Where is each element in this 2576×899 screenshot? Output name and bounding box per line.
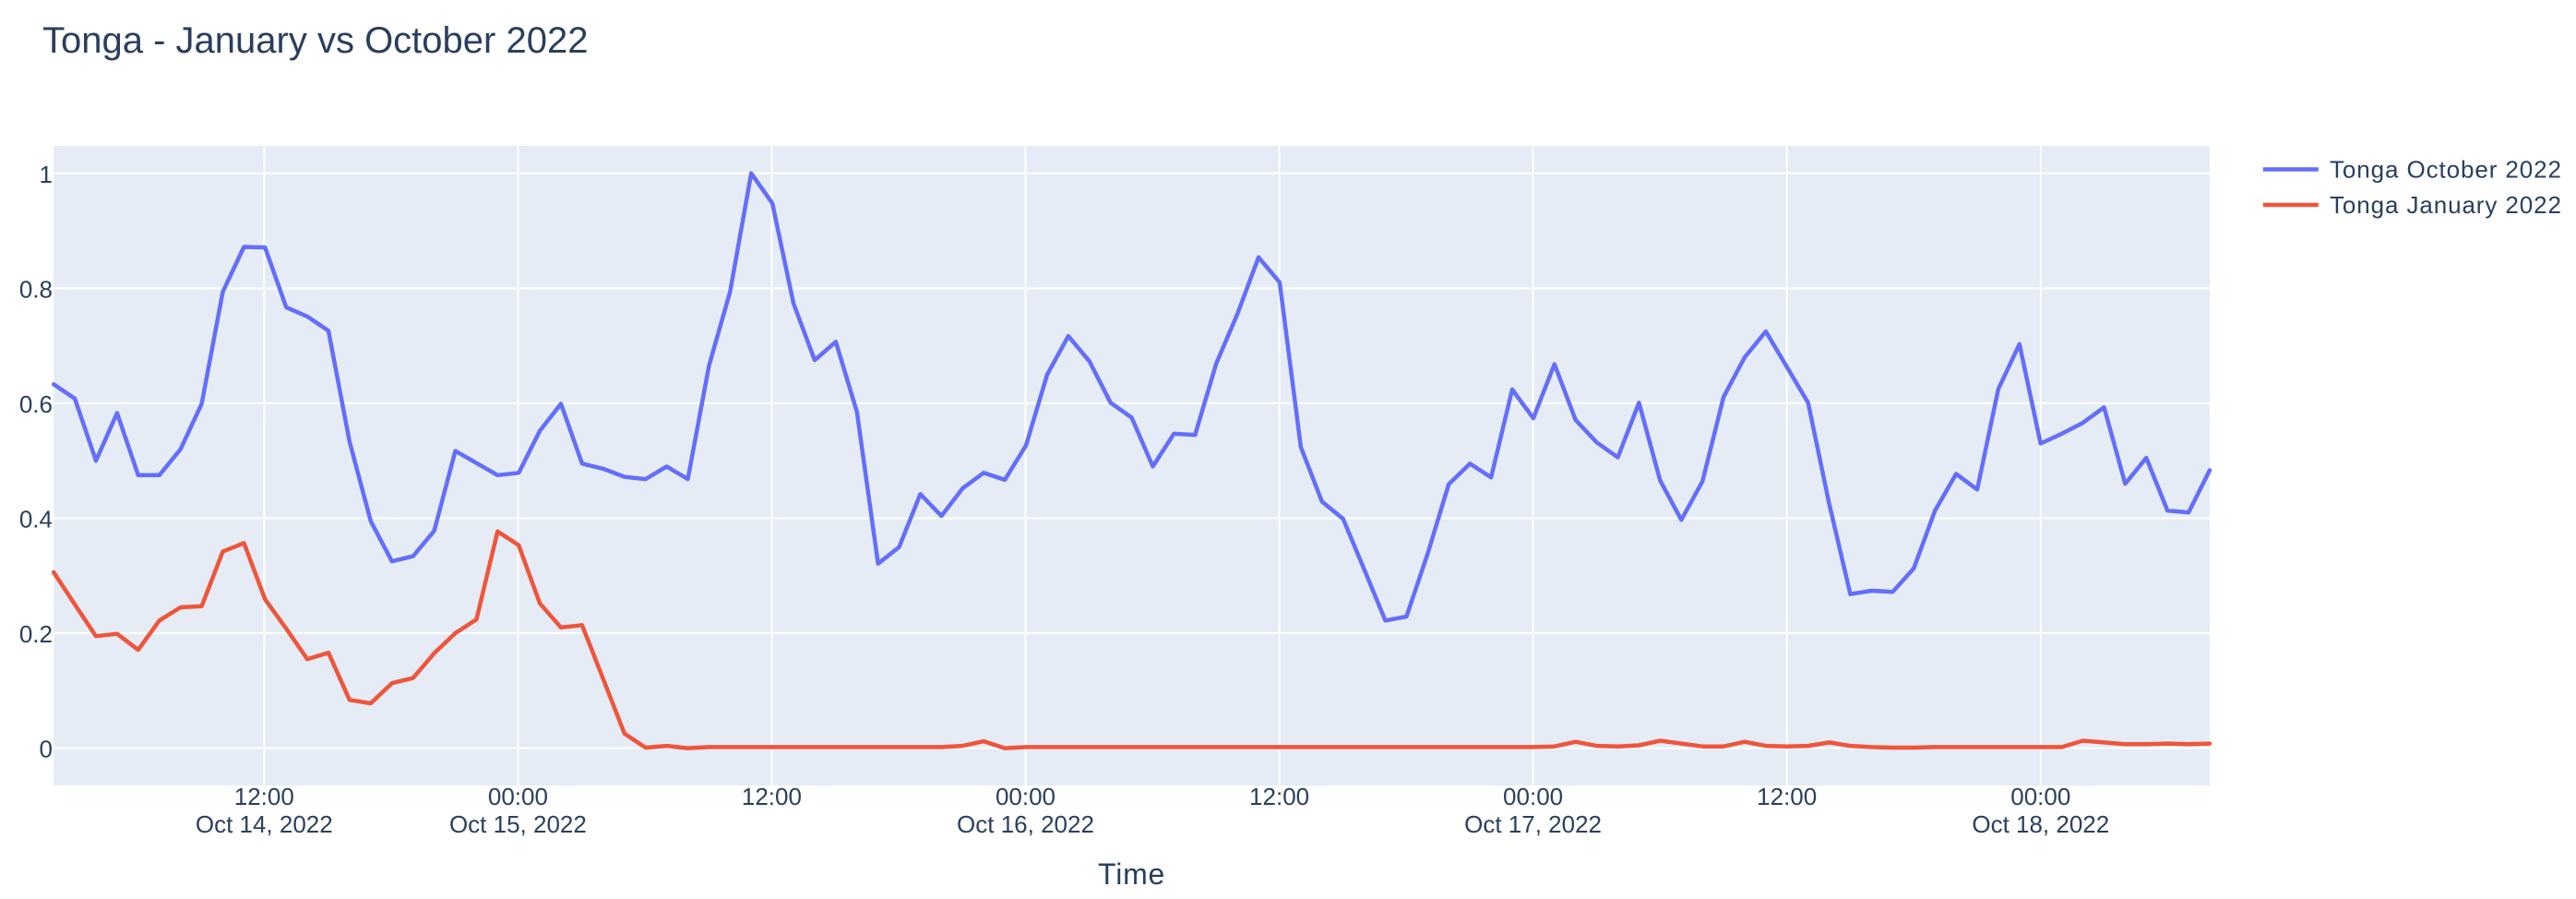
svg-text:0.2: 0.2 (19, 620, 53, 648)
svg-text:Time: Time (1098, 857, 1165, 891)
svg-text:Oct 17, 2022: Oct 17, 2022 (1464, 810, 1602, 838)
svg-text:12:00: 12:00 (1249, 783, 1309, 810)
svg-text:0.6: 0.6 (19, 390, 53, 418)
svg-text:Oct 18, 2022: Oct 18, 2022 (1972, 810, 2109, 838)
svg-text:00:00: 00:00 (488, 783, 548, 810)
svg-text:00:00: 00:00 (2010, 783, 2070, 810)
svg-text:1: 1 (40, 161, 53, 188)
svg-text:12:00: 12:00 (234, 783, 294, 810)
svg-text:00:00: 00:00 (1503, 783, 1563, 810)
svg-text:12:00: 12:00 (1757, 783, 1817, 810)
svg-text:Tonga - January vs October 202: Tonga - January vs October 2022 (42, 20, 588, 61)
svg-text:0.4: 0.4 (19, 506, 53, 533)
svg-text:Oct 15, 2022: Oct 15, 2022 (449, 810, 587, 838)
svg-text:Oct 16, 2022: Oct 16, 2022 (957, 810, 1094, 838)
svg-text:12:00: 12:00 (742, 783, 802, 810)
svg-text:0.8: 0.8 (19, 275, 53, 303)
svg-text:00:00: 00:00 (996, 783, 1055, 810)
svg-text:Tonga January 2022: Tonga January 2022 (2330, 191, 2562, 219)
svg-text:0: 0 (40, 736, 53, 763)
svg-text:Tonga October 2022: Tonga October 2022 (2330, 156, 2562, 184)
svg-text:Oct 14, 2022: Oct 14, 2022 (196, 810, 333, 838)
